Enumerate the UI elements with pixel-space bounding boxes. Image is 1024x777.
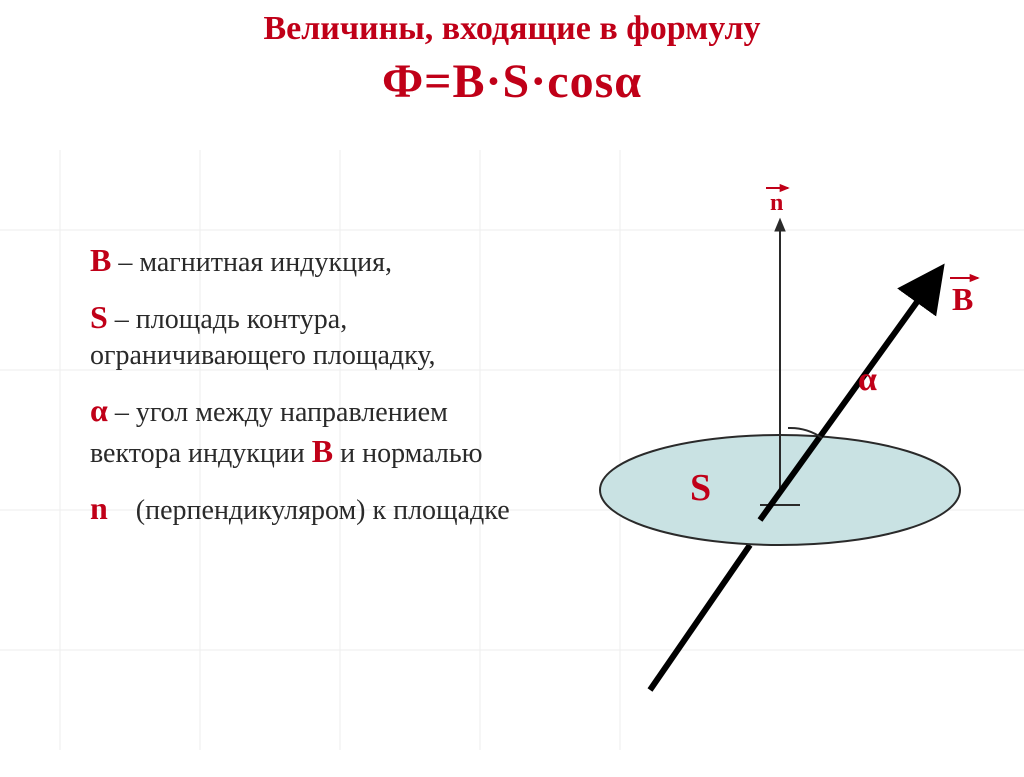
b-vector-back — [650, 545, 750, 690]
page-title: Величины, входящие в формулу — [0, 10, 1024, 48]
def-alpha-after: и нормалью — [333, 438, 482, 469]
def-B-text: – магнитная индукция, — [111, 247, 392, 278]
def-B: В – магнитная индукция, — [90, 240, 530, 281]
def-S: S – площадь контура, ограничивающего пло… — [90, 297, 530, 374]
n-label: n — [770, 190, 783, 216]
def-alpha: α – угол между направлением вектора инду… — [90, 390, 530, 472]
s-label: S — [690, 467, 711, 509]
sym-alpha: α — [90, 392, 108, 428]
def-S-text: – площадь контура, ограничивающего площа… — [90, 304, 436, 371]
diagram: n B α S — [560, 170, 1020, 730]
def-n-text: (перпендикуляром) к площадке — [108, 495, 510, 526]
sym-B: В — [90, 242, 111, 278]
alpha-label: α — [858, 361, 877, 398]
def-n: n (перпендикуляром) к площадке — [90, 488, 530, 529]
sym-B-inline: В — [312, 433, 333, 469]
formula: Ф=В·S·cosα — [0, 54, 1024, 109]
b-label: B — [952, 281, 973, 317]
definitions-block: В – магнитная индукция, S – площадь конт… — [90, 240, 530, 545]
sym-n: n — [90, 490, 108, 526]
sym-S: S — [90, 299, 108, 335]
